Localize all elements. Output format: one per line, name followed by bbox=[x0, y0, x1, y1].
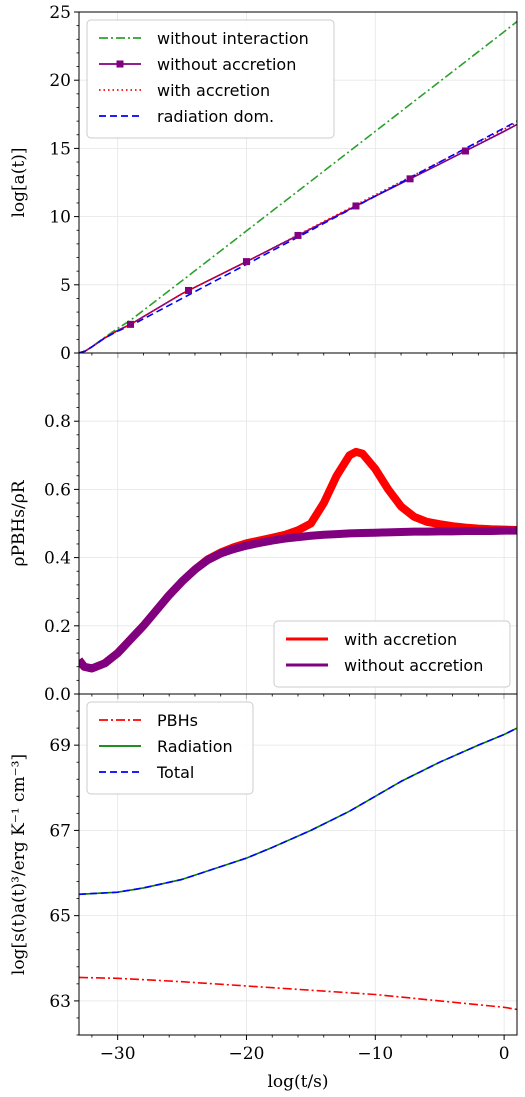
x-tick-label: 0 bbox=[499, 1044, 510, 1064]
legend-entry: without accretion bbox=[157, 55, 296, 74]
legend-box bbox=[86, 701, 254, 795]
legend-entry: without interaction bbox=[157, 29, 309, 48]
legend: with accretion without accretion bbox=[273, 620, 511, 688]
legend-entry: without accretion bbox=[344, 656, 483, 675]
y-axis-label: log[s(t)a(t)³/erg K⁻¹ cm⁻³] bbox=[9, 754, 29, 975]
legend: without interaction without accretion with… bbox=[86, 19, 335, 139]
x-axis-label: log(t/s) bbox=[267, 1072, 328, 1092]
y-tick-label: 63 bbox=[49, 992, 71, 1012]
series-line-pbhs bbox=[79, 976, 517, 1011]
y-tick-label: 0.0 bbox=[44, 685, 71, 705]
legend-entry: radiation dom. bbox=[157, 107, 274, 126]
data-marker bbox=[406, 175, 414, 183]
plot-area bbox=[79, 727, 517, 1011]
y-tick-label: 15 bbox=[49, 139, 71, 159]
data-marker bbox=[461, 147, 469, 155]
data-marker bbox=[185, 286, 192, 294]
plot-area bbox=[79, 447, 517, 673]
y-tick-label: 5 bbox=[60, 276, 71, 296]
x-tick-label: −10 bbox=[357, 1044, 393, 1064]
y-tick-label: 0 bbox=[60, 344, 71, 364]
y-tick-label: 10 bbox=[49, 208, 71, 228]
legend-entry: with accretion bbox=[344, 630, 457, 649]
y-tick-label: 0.8 bbox=[44, 412, 71, 432]
y-tick-label: 0.6 bbox=[44, 480, 71, 500]
y-axis-label: log[a(t)] bbox=[9, 147, 29, 217]
data-marker bbox=[242, 258, 250, 266]
data-marker bbox=[127, 320, 135, 328]
y-tick-label: 20 bbox=[49, 71, 71, 91]
series-line-radiation-dom- bbox=[79, 120, 517, 353]
panel-entropy: 63 65 67 69 −30 −20 −10 0 log[s(t)a(t)³/erg K⁻¹ … bbox=[9, 693, 518, 1092]
legend-marker bbox=[116, 60, 124, 68]
x-tick-label: −20 bbox=[229, 1044, 265, 1064]
series-line-total bbox=[79, 727, 517, 896]
y-tick-label: 0.2 bbox=[44, 617, 71, 637]
legend-entry: with accretion bbox=[157, 81, 270, 100]
y-tick-label: 0.4 bbox=[44, 549, 71, 569]
series-line-without-interaction bbox=[79, 20, 517, 353]
legend-box bbox=[86, 19, 335, 139]
y-tick-label: 65 bbox=[49, 907, 71, 927]
x-tick-label: −30 bbox=[100, 1044, 136, 1064]
data-marker bbox=[352, 202, 360, 210]
y-axis-label: ρPBHs/ρR bbox=[9, 479, 29, 566]
legend-entry: PBHs bbox=[157, 711, 198, 730]
series-line-without-accretion bbox=[79, 526, 517, 673]
legend: PBHs Radiation Total bbox=[86, 701, 254, 795]
plot-area bbox=[79, 20, 517, 353]
legend-entry: Total bbox=[156, 763, 194, 782]
legend-entry: Radiation bbox=[157, 737, 233, 756]
legend-box bbox=[273, 620, 511, 688]
y-tick-label: 69 bbox=[49, 736, 71, 756]
y-tick-label: 25 bbox=[49, 3, 71, 23]
data-marker bbox=[294, 231, 302, 239]
y-tick-label: 67 bbox=[49, 821, 71, 841]
